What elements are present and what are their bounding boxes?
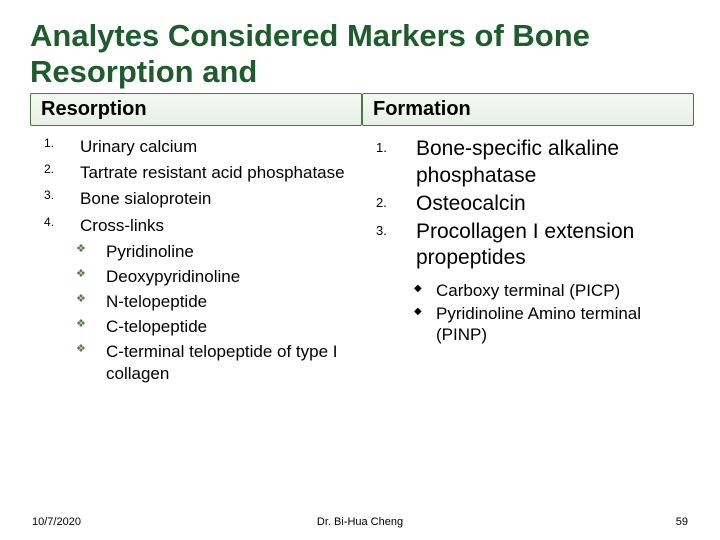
list-item: Procollagen I extension propeptides (366, 219, 684, 272)
formation-sublist: Carboxy terminal (PICP) Pyridinoline Ami… (366, 280, 684, 346)
list-item: Pyridinoline Amino terminal (PINP) (366, 303, 684, 346)
footer-page-number: 59 (676, 516, 688, 528)
slide: Analytes Considered Markers of Bone Reso… (0, 0, 720, 540)
right-column: Formation Bone-specific alkaline phospha… (362, 93, 694, 388)
list-item: C-telopeptide (34, 316, 352, 338)
list-item: Bone-specific alkaline phosphatase (366, 136, 684, 189)
footer-author: Dr. Bi-Hua Cheng (317, 516, 403, 528)
columns-container: Resorption Urinary calcium Tartrate resi… (30, 93, 690, 388)
formation-header: Formation (362, 93, 694, 126)
list-item: Bone sialoprotein (34, 188, 352, 210)
list-item: Carboxy terminal (PICP) (366, 280, 684, 301)
left-list-area: Urinary calcium Tartrate resistant acid … (30, 136, 362, 385)
list-item: C-terminal telopeptide of type I collage… (34, 341, 352, 385)
list-item: Cross-links (34, 215, 352, 237)
list-item: Tartrate resistant acid phosphatase (34, 162, 352, 184)
list-item: Osteocalcin (366, 191, 684, 217)
resorption-sublist: Pyridinoline Deoxypyridinoline N-telopep… (34, 241, 352, 386)
footer-date: 10/7/2020 (32, 516, 81, 528)
list-item: N-telopeptide (34, 291, 352, 313)
formation-list: Bone-specific alkaline phosphatase Osteo… (366, 136, 684, 271)
left-column: Resorption Urinary calcium Tartrate resi… (30, 93, 362, 388)
resorption-list: Urinary calcium Tartrate resistant acid … (34, 136, 352, 236)
list-item: Urinary calcium (34, 136, 352, 158)
page-title: Analytes Considered Markers of Bone Reso… (30, 18, 690, 89)
list-item: Pyridinoline (34, 241, 352, 263)
list-item: Deoxypyridinoline (34, 266, 352, 288)
resorption-header: Resorption (30, 93, 362, 126)
right-list-area: Bone-specific alkaline phosphatase Osteo… (362, 136, 694, 345)
